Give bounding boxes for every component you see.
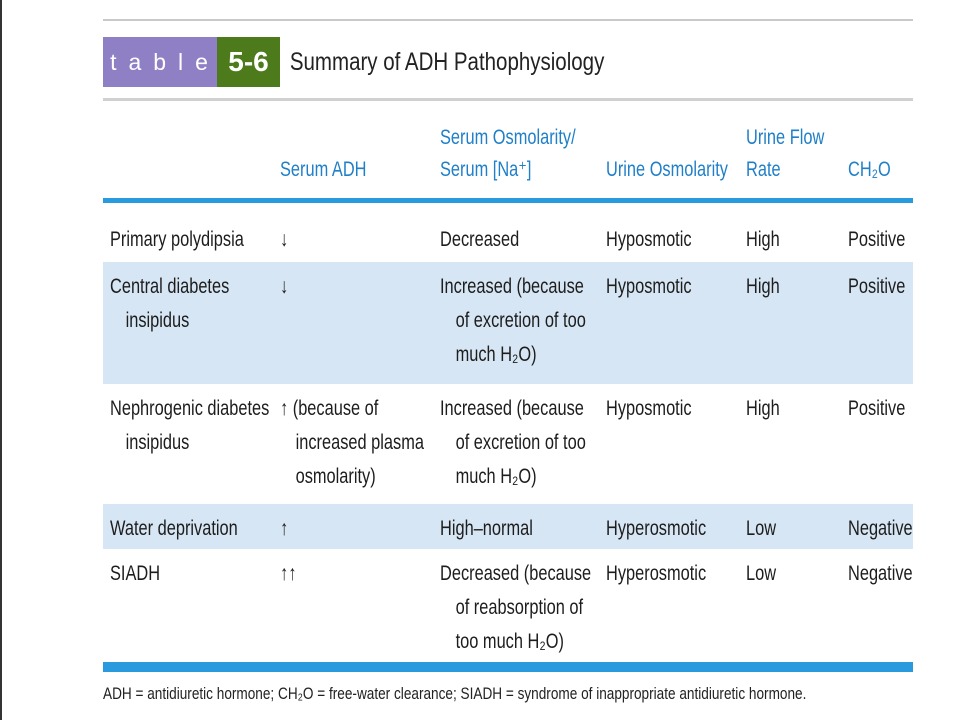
header-line: CH₂O [848, 158, 891, 181]
left-border [0, 0, 2, 720]
header-urine-flow-rate: Urine Flow Rate [746, 122, 824, 186]
cell-line: High [746, 397, 780, 420]
cell-line: High [746, 228, 780, 251]
table-footnote: ADH = antidiuretic hormone; CH₂O = free-… [103, 684, 807, 703]
table-tag-number: 5-6 [217, 37, 280, 87]
table-tag-word: table [103, 37, 217, 87]
cell-line: insipidus [125, 309, 190, 332]
cell-urine-osmolarity: Hyperosmotic [606, 557, 706, 591]
cell-serum-osmolarity: Increased (because of excretion of too muc… [440, 270, 586, 372]
cell-line: much H₂O) [455, 465, 537, 488]
cell-line: Hyperosmotic [606, 562, 707, 585]
cell-condition: Water deprivation [110, 512, 238, 546]
cell-urine-osmolarity: Hyposmotic [606, 270, 692, 304]
cell-serum-adh: ↓ [280, 270, 288, 304]
cell-urine-flow-rate: High [746, 270, 780, 304]
header-line: Urine Flow [746, 126, 825, 149]
cell-ch2o: Positive [848, 223, 905, 257]
cell-serum-osmolarity: Increased (because of excretion of too muc… [440, 392, 586, 494]
table-header: Serum ADH Serum Osmolarity/ Serum [Na⁺] … [103, 101, 913, 198]
cell-line: much H₂O) [455, 343, 537, 366]
header-line: Rate [746, 158, 781, 181]
cell-condition: Central diabetes insipidus [110, 270, 229, 338]
cell-line: Negative [848, 562, 913, 585]
cell-condition: Primary polydipsia [110, 223, 244, 257]
header-ch2o: CH₂O [848, 154, 891, 186]
cell-line: of excretion of too [455, 309, 586, 332]
table-row: Water deprivation ↑ High–normal Hyperosmoti… [103, 504, 913, 549]
cell-serum-osmolarity: Decreased [440, 223, 519, 257]
table-row: Central diabetes insipidus ↓ Increased (bec… [103, 262, 913, 384]
bottom-rule [103, 662, 913, 672]
header-line: Serum [Na⁺] [440, 158, 532, 181]
cell-line: Nephrogenic diabetes [110, 397, 270, 420]
cell-condition: SIADH [110, 557, 160, 591]
cell-line: ↓ [280, 228, 289, 251]
table-row: Nephrogenic diabetes insipidus ↑ (because … [103, 384, 913, 504]
cell-line: Decreased [440, 228, 520, 251]
cell-serum-adh: ↑↑ [280, 557, 296, 591]
cell-urine-flow-rate: Low [746, 557, 776, 591]
cell-serum-adh: ↓ [280, 223, 288, 257]
table-row: SIADH ↑↑ Decreased (because of reabsorption… [103, 549, 913, 659]
header-line: Serum ADH [280, 158, 367, 181]
header-urine-osmolarity: Urine Osmolarity [606, 154, 728, 186]
cell-line: Decreased (because [440, 562, 592, 585]
cell-line: insipidus [125, 431, 190, 454]
cell-urine-osmolarity: Hyperosmotic [606, 512, 706, 546]
table-row: Primary polydipsia ↓ Decreased Hyposmotic Hi… [103, 215, 913, 262]
cell-line: Central diabetes [110, 275, 230, 298]
cell-urine-flow-rate: High [746, 223, 780, 257]
cell-ch2o: Negative [848, 557, 913, 591]
cell-line: Positive [848, 397, 906, 420]
header-rule [103, 198, 913, 203]
cell-line: increased plasma [295, 431, 424, 454]
header-serum-osmolarity: Serum Osmolarity/ Serum [Na⁺] [440, 122, 576, 186]
cell-line: Positive [848, 275, 906, 298]
title-rule [103, 98, 913, 101]
cell-urine-flow-rate: Low [746, 512, 776, 546]
cell-line: Increased (because [440, 397, 584, 420]
cell-line: SIADH [110, 562, 161, 585]
header-serum-adh: Serum ADH [280, 154, 366, 186]
cell-line: Hyposmotic [606, 397, 692, 420]
header-line: Urine Osmolarity [606, 158, 728, 181]
cell-line: Hyposmotic [606, 275, 692, 298]
cell-serum-osmolarity: Decreased (because of reabsorption of too … [440, 557, 591, 659]
top-rule [103, 19, 913, 21]
cell-line: too much H₂O) [455, 630, 564, 653]
cell-line: of excretion of too [455, 431, 586, 454]
cell-line: osmolarity) [295, 465, 376, 488]
cell-line: ↓ [280, 275, 289, 298]
header-line: Serum Osmolarity/ [440, 126, 576, 149]
cell-ch2o: Negative [848, 512, 913, 546]
table-title: Summary of ADH Pathophysiology [289, 47, 605, 76]
cell-line: Low [746, 562, 777, 585]
cell-line: ↑ [280, 517, 289, 540]
cell-serum-adh: ↑ (because of increased plasma osmolarity) [280, 392, 424, 494]
cell-line: Primary polydipsia [110, 228, 244, 251]
cell-line: High–normal [440, 517, 533, 540]
cell-line: ↑ (because of [280, 397, 379, 420]
cell-line: ↑↑ [280, 562, 297, 585]
cell-urine-osmolarity: Hyposmotic [606, 223, 692, 257]
cell-urine-flow-rate: High [746, 392, 780, 426]
cell-line: of reabsorption of [455, 596, 584, 619]
cell-serum-adh: ↑ [280, 512, 288, 546]
cell-line: Negative [848, 517, 913, 540]
cell-line: Hyperosmotic [606, 517, 707, 540]
cell-line: Water deprivation [110, 517, 238, 540]
cell-line: Hyposmotic [606, 228, 692, 251]
cell-line: High [746, 275, 780, 298]
cell-ch2o: Positive [848, 270, 905, 304]
cell-ch2o: Positive [848, 392, 905, 426]
cell-condition: Nephrogenic diabetes insipidus [110, 392, 269, 460]
cell-line: Increased (because [440, 275, 584, 298]
table-body: Primary polydipsia ↓ Decreased Hyposmotic Hi… [103, 215, 913, 659]
cell-line: Low [746, 517, 777, 540]
cell-urine-osmolarity: Hyposmotic [606, 392, 692, 426]
cell-serum-osmolarity: High–normal [440, 512, 533, 546]
table-title-bar: table 5-6 Summary of ADH Pathophysiology [103, 37, 676, 87]
cell-line: Positive [848, 228, 906, 251]
